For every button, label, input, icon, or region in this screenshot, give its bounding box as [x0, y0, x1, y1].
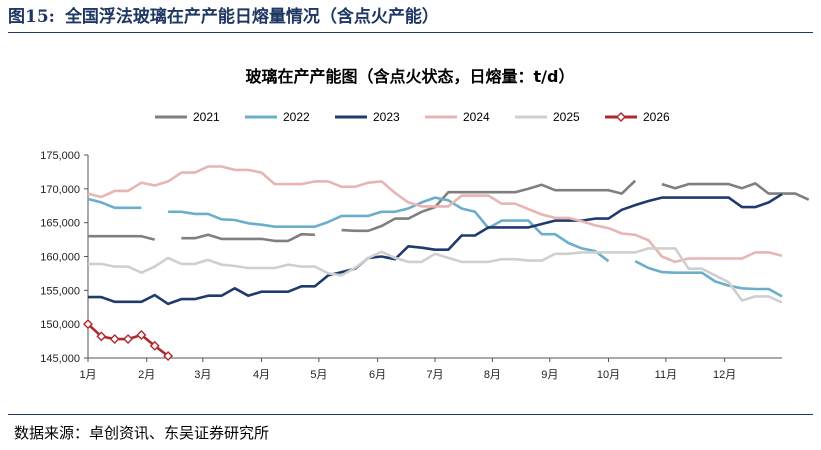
x-tick-label: 1月	[79, 369, 96, 381]
series-line-2021	[181, 232, 315, 243]
legend-entry-2024: 2024	[425, 110, 490, 124]
x-tick-label: 2月	[138, 369, 155, 381]
data-point-2026	[83, 319, 93, 330]
figure-number: 图15:	[8, 7, 55, 27]
legend-label: 2025	[553, 110, 580, 124]
x-tick-label: 9月	[541, 369, 558, 381]
legend-label: 2021	[193, 110, 220, 124]
legend-marker	[616, 112, 626, 122]
legend-entry-2025: 2025	[515, 110, 580, 124]
x-tick-label: 4月	[253, 369, 270, 381]
series-2022	[87, 196, 783, 298]
series-2023	[88, 193, 783, 306]
series-line-2021	[88, 234, 156, 241]
series-line-2024	[87, 165, 783, 264]
plot-area	[83, 165, 810, 361]
series-line-2021	[341, 179, 637, 233]
y-tick-label: 155,000	[40, 285, 80, 297]
y-tick-label: 160,000	[40, 252, 80, 264]
legend-entry-2023: 2023	[335, 110, 400, 124]
series-2024	[87, 165, 783, 264]
x-tick-label: 6月	[369, 369, 386, 381]
data-point-2026	[96, 331, 107, 342]
title-rule	[8, 32, 813, 33]
data-point-2026	[163, 350, 174, 361]
series-line-2022	[87, 197, 142, 210]
data-source: 数据来源：卓创资讯、东吴证券研究所	[14, 424, 270, 442]
series-line-2021	[661, 182, 810, 201]
series-2021	[88, 179, 810, 243]
x-tick-label: 7月	[426, 369, 443, 381]
legend-entry-2021: 2021	[155, 110, 220, 124]
x-tick-label: 10月	[597, 369, 620, 381]
series-line-2025	[88, 247, 783, 304]
x-tick-label: 5月	[310, 369, 327, 381]
data-point-2026	[149, 340, 160, 351]
y-tick-label: 165,000	[40, 218, 80, 230]
data-point-2026	[123, 334, 134, 345]
legend-label: 2023	[373, 110, 400, 124]
x-tick-label: 3月	[194, 369, 211, 381]
y-tick-label: 175,000	[40, 150, 80, 162]
series-2025	[88, 247, 783, 304]
legend-entry-2026: 2026	[605, 110, 670, 124]
y-tick-label: 145,000	[40, 353, 80, 365]
data-point-2026	[136, 330, 147, 340]
figure-title: 图15: 全国浮法玻璃在产产能日熔量情况（含点火产能）	[8, 4, 813, 30]
legend-label: 2026	[643, 110, 670, 124]
series-line-2023	[88, 193, 783, 306]
series-line-2022	[634, 260, 783, 298]
series-line-2022	[168, 196, 610, 263]
chart-title: 玻璃在产产能图（含点火状态，日熔量：t/d）	[246, 67, 575, 86]
legend-entry-2022: 2022	[245, 110, 310, 124]
y-tick-label: 170,000	[40, 184, 80, 196]
legend-label: 2022	[283, 110, 310, 124]
x-tick-label: 11月	[655, 369, 677, 381]
series-2026	[83, 319, 174, 361]
source-rule	[8, 414, 813, 415]
figure-title-text: 全国浮法玻璃在产产能日熔量情况（含点火产能）	[64, 7, 439, 27]
y-tick-label: 150,000	[40, 319, 80, 331]
x-tick-label: 8月	[484, 369, 501, 381]
legend: 2021 2022 2023 2024 2025 2026	[155, 110, 670, 124]
data-point-2026	[109, 334, 120, 345]
x-tick-label: 12月	[713, 369, 736, 381]
axes: 145,000 150,000 155,000 160,000 165,000 170,0…	[40, 150, 782, 381]
legend-label: 2024	[463, 110, 490, 124]
